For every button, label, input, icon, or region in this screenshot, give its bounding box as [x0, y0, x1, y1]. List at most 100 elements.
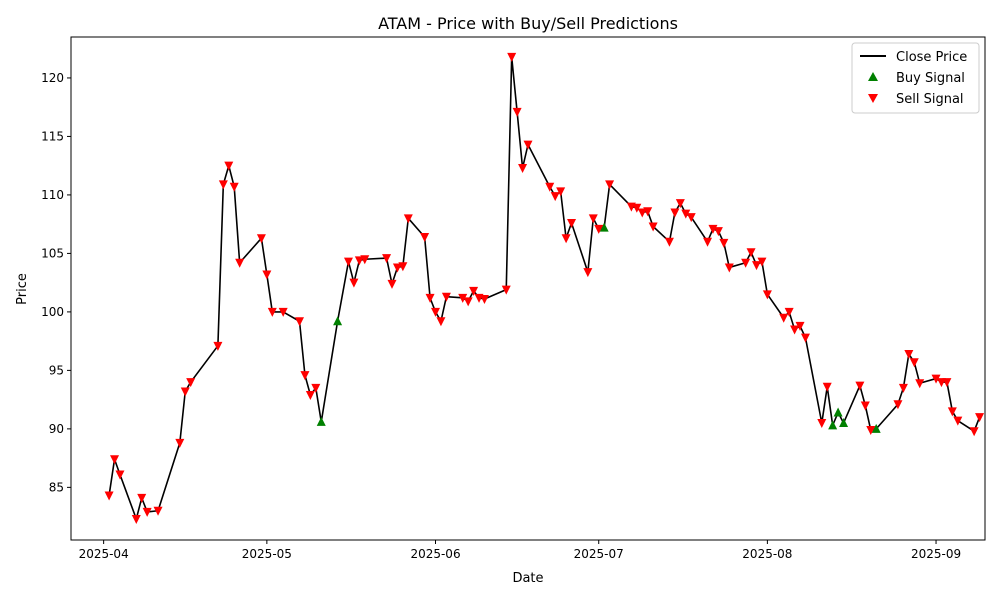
- sell-signal-marker: [458, 293, 468, 303]
- sell-signal-marker: [567, 218, 577, 228]
- sell-signal-marker: [392, 263, 402, 273]
- legend-box: [851, 42, 980, 114]
- sell-signal-marker: [545, 182, 555, 192]
- sell-signal-marker: [441, 292, 451, 302]
- sell-signal-marker: [550, 192, 560, 202]
- y-tick-label: 110: [41, 188, 64, 202]
- sell-signal-marker: [681, 209, 691, 219]
- sell-signal-marker: [686, 213, 696, 223]
- sell-signal-marker: [436, 317, 446, 327]
- sell-signal-marker: [295, 317, 304, 327]
- x-axis-label: Date: [512, 571, 543, 586]
- sell-signal-marker: [110, 455, 120, 465]
- sell-signal-marker: [664, 237, 674, 247]
- sell-signal-marker: [904, 350, 914, 360]
- sell-signal-marker: [605, 180, 615, 190]
- sell-signal-marker: [186, 378, 196, 388]
- sell-signal-marker: [632, 203, 642, 213]
- legend-sell-label: Sell Signal: [896, 92, 964, 107]
- sell-signal-marker: [762, 290, 772, 300]
- sell-signal-marker: [556, 187, 566, 197]
- legend: Close Price Buy Signal Sell Signal: [851, 42, 980, 114]
- sell-signal-marker: [648, 222, 658, 232]
- sell-signal-marker: [588, 214, 598, 224]
- sell-signal-marker: [779, 313, 789, 323]
- sell-signal-marker: [137, 493, 147, 503]
- sell-signal-marker: [670, 208, 680, 218]
- y-tick-label: 115: [41, 129, 64, 143]
- sell-signal-marker: [898, 383, 908, 393]
- sell-signal-marker: [180, 387, 190, 397]
- sell-signal-marker: [349, 278, 359, 288]
- sell-signal-marker: [893, 400, 903, 410]
- y-tick-label: 105: [41, 246, 64, 260]
- buy-signal-marker: [316, 416, 326, 426]
- y-tick-label: 90: [49, 422, 64, 436]
- x-tick-label: 2025-05: [242, 547, 292, 561]
- sell-signal-marker: [235, 258, 245, 268]
- y-tick-label: 120: [41, 71, 64, 85]
- sell-signal-marker: [403, 214, 413, 224]
- sell-signal-marker: [523, 140, 533, 150]
- sell-signal-marker: [501, 285, 511, 295]
- legend-sell-marker: [868, 94, 878, 103]
- sell-signal-marker: [425, 293, 435, 303]
- sell-signal-marker: [790, 325, 800, 335]
- chart-title: ATAM - Price with Buy/Sell Predictions: [378, 14, 678, 33]
- sell-signal-marker: [262, 270, 272, 280]
- sell-signal-marker: [343, 257, 353, 267]
- sell-signal-marker: [757, 257, 767, 267]
- sell-signal-marker: [354, 256, 364, 266]
- sell-signal-marker: [463, 297, 473, 307]
- sell-signal-marker: [104, 491, 114, 501]
- sell-signal-marker: [746, 248, 756, 258]
- sell-signal-marker: [909, 358, 919, 368]
- plot-frame: [70, 36, 986, 541]
- sell-signal-marker: [382, 254, 392, 264]
- y-axis: 85 90 95 100 105 110 115 120: [41, 71, 71, 494]
- sell-signal-marker: [713, 227, 723, 237]
- y-tick-label: 95: [49, 363, 64, 377]
- sell-signal-marker: [512, 107, 522, 117]
- sell-signal-marker: [175, 438, 185, 448]
- sell-signal-marker: [817, 419, 827, 429]
- sell-signal-marker: [795, 321, 805, 331]
- sell-signal-marker: [115, 470, 125, 480]
- buy-signal-marker: [833, 407, 843, 417]
- sell-signal-marker: [953, 416, 963, 426]
- sell-signal-marker: [583, 268, 593, 278]
- sell-signal-marker: [131, 514, 141, 524]
- sell-signal-marker: [915, 379, 925, 389]
- sell-signal-marker: [469, 286, 479, 296]
- sell-signal-marker: [675, 199, 685, 209]
- y-tick-label: 100: [41, 305, 64, 319]
- legend-close-label: Close Price: [896, 50, 967, 65]
- legend-buy-marker: [868, 72, 878, 81]
- buy-signal-marker: [828, 420, 838, 430]
- sell-signal-marker: [153, 506, 163, 516]
- sell-signal-marker: [420, 233, 430, 243]
- legend-buy-label: Buy Signal: [896, 71, 965, 86]
- x-tick-label: 2025-06: [410, 547, 460, 561]
- sell-signal-marker: [311, 383, 321, 393]
- sell-signal-marker: [724, 263, 734, 273]
- sell-signal-marker: [594, 224, 604, 234]
- buy-signal-marker: [599, 222, 609, 232]
- y-axis-label: Price: [15, 273, 30, 305]
- sell-signal-marker: [300, 371, 310, 381]
- sell-signal-marker: [703, 237, 713, 247]
- sell-signal-marker: [142, 507, 152, 517]
- sell-signal-marker: [637, 208, 647, 218]
- plot-area: [104, 52, 985, 524]
- sell-signal-marker: [218, 180, 228, 190]
- buy-signal-marker: [333, 316, 343, 326]
- sell-signal-marker: [398, 262, 408, 272]
- sell-signal-marker: [822, 382, 832, 392]
- sell-signal-marker: [860, 401, 870, 411]
- sell-signal-marker: [855, 381, 865, 391]
- buy-signal-marker: [839, 418, 849, 428]
- buy-signal-marker: [871, 423, 881, 433]
- sell-signal-marker: [708, 224, 718, 234]
